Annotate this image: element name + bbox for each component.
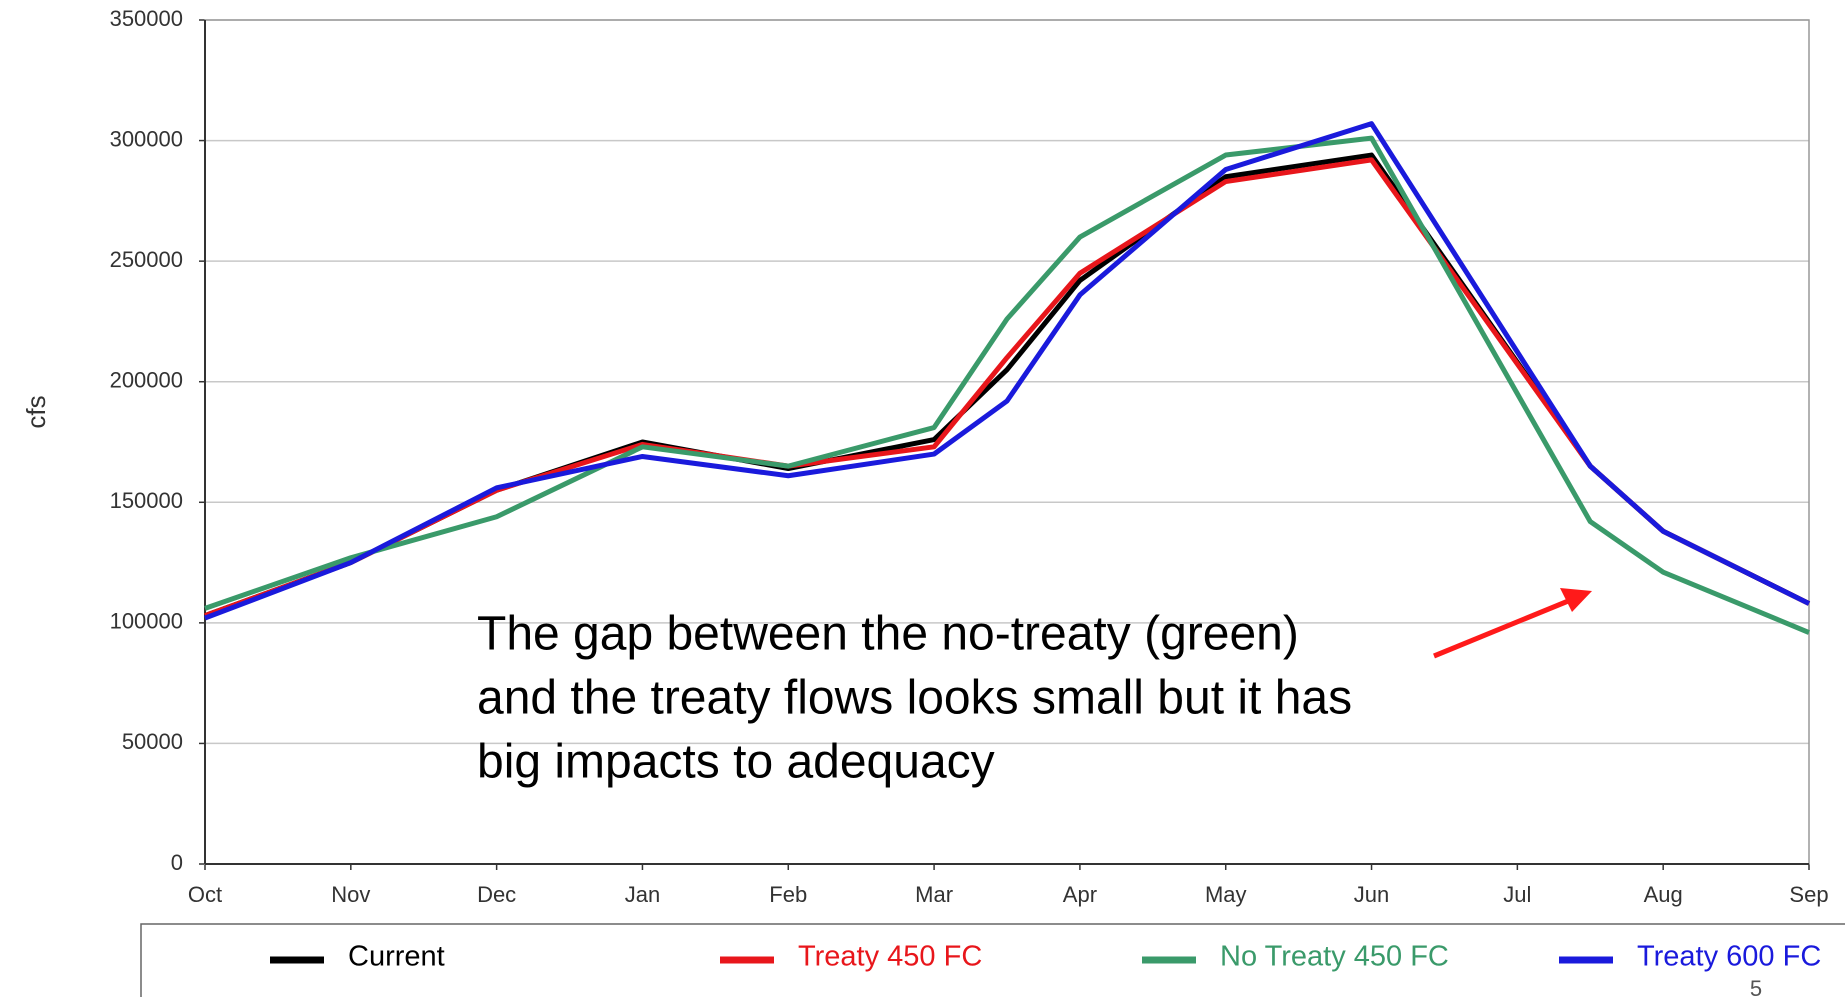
x-tick-label: Sep: [1789, 882, 1828, 907]
annotation-text: and the treaty flows looks small but it …: [477, 672, 1352, 725]
arrow-head: [1560, 588, 1592, 612]
x-tick-label: Apr: [1063, 882, 1097, 907]
annotation-text: The gap between the no-treaty (green): [477, 608, 1299, 661]
annotation-text: big impacts to adequacy: [477, 736, 995, 789]
x-tick-label: Jun: [1354, 882, 1389, 907]
x-tick-label: Nov: [331, 882, 370, 907]
legend-box: [140, 923, 1845, 997]
y-tick-label: 200000: [110, 368, 183, 393]
legend-label: No Treaty 450 FC: [1220, 941, 1449, 973]
legend-label: Treaty 600 FC: [1637, 941, 1821, 973]
x-tick-label: Aug: [1644, 882, 1683, 907]
x-tick-label: Jul: [1503, 882, 1531, 907]
x-tick-label: Mar: [915, 882, 953, 907]
x-tick-label: Oct: [188, 882, 222, 907]
x-tick-label: May: [1205, 882, 1247, 907]
page-number: 5: [1750, 976, 1762, 997]
y-axis-label: cfs: [21, 395, 51, 428]
legend: Current Treaty 450 FC No Treaty 450 FC Trea…: [270, 941, 1821, 973]
legend-label: Treaty 450 FC: [798, 941, 982, 973]
lines: [204, 121, 1811, 635]
y-tick-label: 150000: [110, 488, 183, 513]
y-tick-label: 350000: [110, 6, 183, 31]
x-tick-label: Dec: [477, 882, 516, 907]
y-tick-label: 250000: [110, 247, 183, 272]
annotation: The gap between the no-treaty (green) and…: [477, 608, 1352, 789]
y-tick-label: 0: [171, 850, 183, 875]
x-tick-label: Feb: [769, 882, 807, 907]
annotation-arrow: [1433, 594, 1579, 659]
y-tick-label: 100000: [110, 609, 183, 634]
series-line: [204, 135, 1810, 635]
y-tick-label: 50000: [122, 729, 183, 754]
x-tick-label: Jan: [625, 882, 660, 907]
y-tick-label: 300000: [110, 126, 183, 151]
series-line: [204, 121, 1811, 621]
legend-label: Current: [348, 941, 445, 973]
